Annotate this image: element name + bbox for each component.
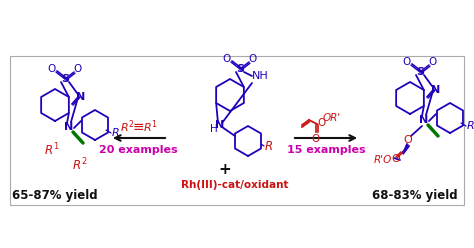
Text: 65-87% yield: 65-87% yield [12, 188, 98, 201]
Text: N: N [431, 85, 441, 95]
Text: $R^1$: $R^1$ [143, 119, 157, 135]
Text: N: N [419, 115, 428, 125]
Text: R'O: R'O [374, 155, 392, 165]
Text: O: O [317, 118, 325, 128]
Text: R: R [265, 139, 273, 153]
Text: OR': OR' [323, 113, 341, 123]
Text: N: N [76, 92, 86, 102]
Text: S: S [416, 67, 424, 77]
Text: N: N [215, 120, 225, 130]
Text: +: + [219, 162, 231, 178]
Text: S: S [236, 64, 244, 74]
Text: O: O [223, 54, 231, 64]
Text: O: O [404, 135, 412, 145]
Text: O: O [48, 64, 56, 74]
Text: 15 examples: 15 examples [287, 145, 365, 155]
Bar [10, 56, 464, 205]
Text: O: O [392, 154, 401, 164]
Text: O: O [249, 54, 257, 64]
Text: H: H [210, 124, 218, 134]
Text: NH: NH [252, 71, 269, 81]
Text: O: O [312, 134, 320, 144]
Text: R: R [467, 121, 474, 131]
Text: S: S [61, 74, 69, 84]
Text: $R^2$: $R^2$ [119, 119, 134, 135]
Text: 68-83% yield: 68-83% yield [372, 188, 458, 201]
Text: Rh(III)-cat/oxidant: Rh(III)-cat/oxidant [181, 180, 289, 190]
Text: O: O [74, 64, 82, 74]
Text: 20 examples: 20 examples [99, 145, 177, 155]
Text: ≡: ≡ [132, 120, 144, 134]
Text: $R^1$: $R^1$ [45, 142, 60, 158]
Text: R: R [112, 128, 120, 138]
Text: N: N [64, 122, 73, 132]
Text: O: O [429, 57, 437, 67]
Text: $R^2$: $R^2$ [72, 157, 88, 174]
Text: O: O [403, 57, 411, 67]
